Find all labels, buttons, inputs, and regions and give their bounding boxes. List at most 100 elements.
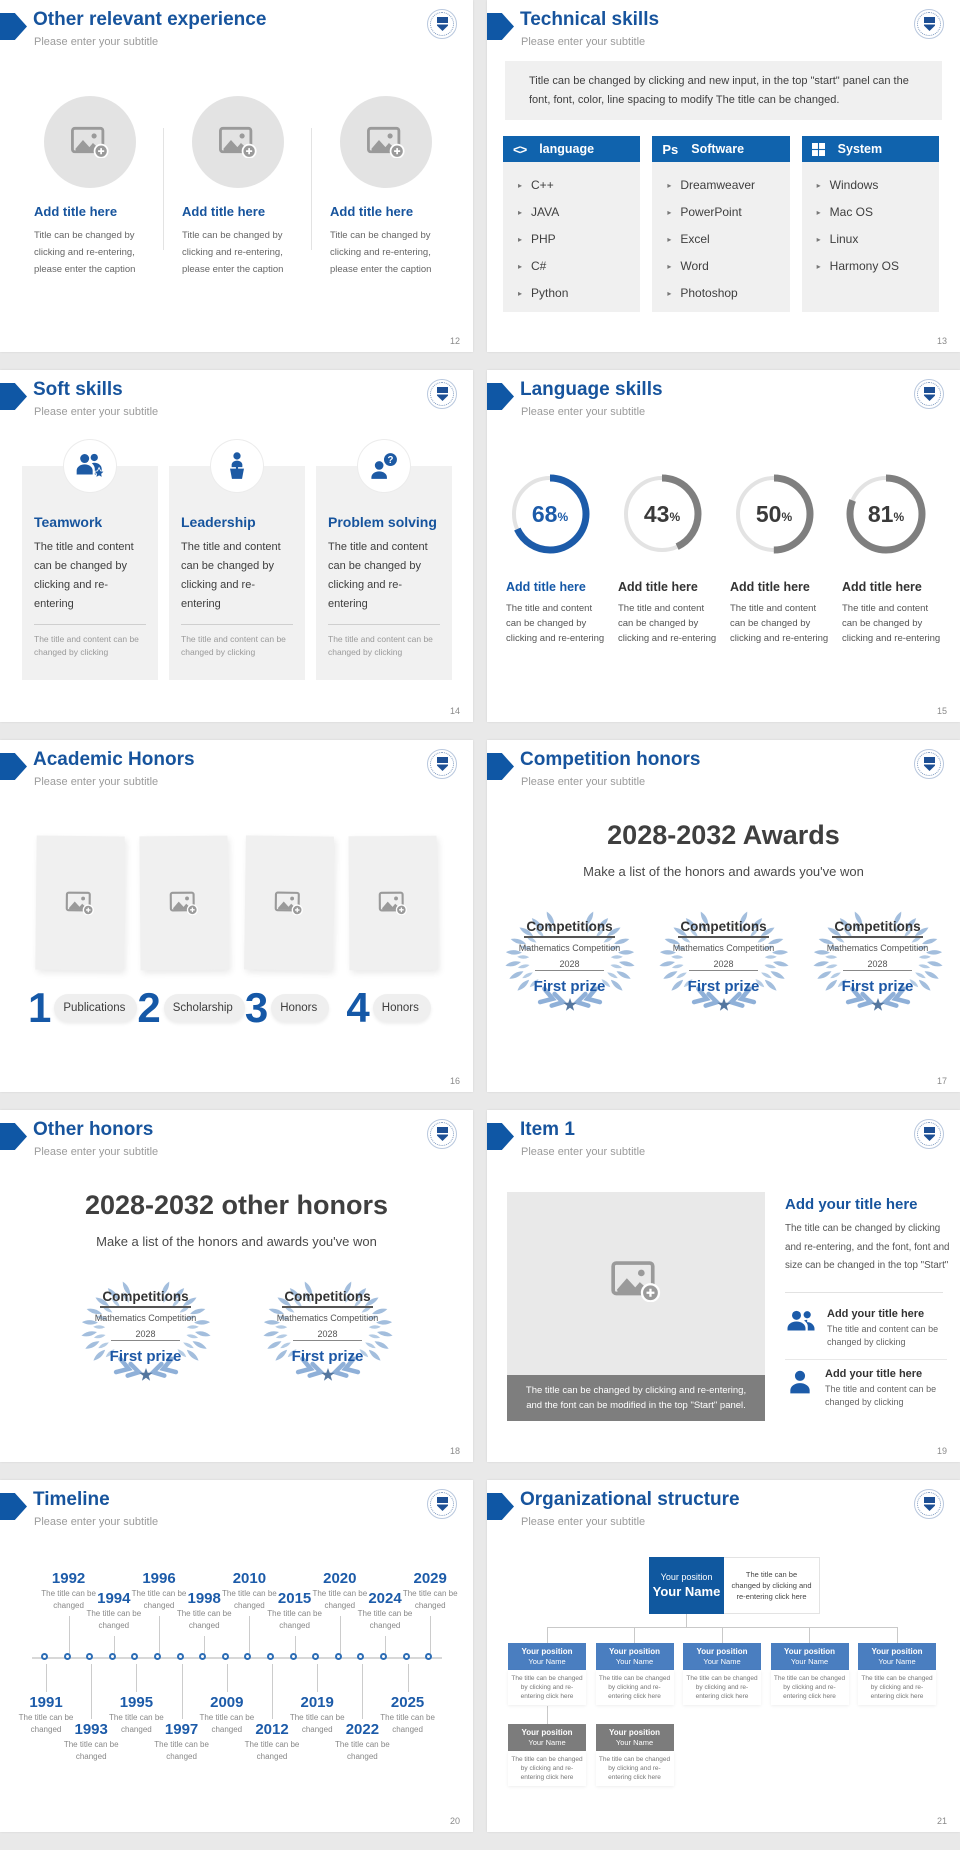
slide-soft-skills[interactable]: Soft skills Please enter your subtitle T… [0, 370, 473, 722]
award-badge[interactable]: Competitions Mathematics Competition 202… [258, 1278, 398, 1390]
slide-language-skills[interactable]: Language skills Please enter your subtit… [487, 370, 960, 722]
org-child-box[interactable]: Your position Your Name The title can be… [858, 1643, 936, 1705]
award-badge[interactable]: Competitions Mathematics Competition 202… [654, 908, 794, 1020]
org-child-box[interactable]: Your position Your Name The title can be… [770, 1643, 849, 1705]
item-title[interactable]: Add title here [182, 204, 266, 219]
org-gray-name: Your Name [615, 1738, 654, 1747]
org-child-box[interactable]: Your position Your Name The title can be… [508, 1643, 586, 1705]
detail-item-title[interactable]: Add your title here [827, 1308, 925, 1320]
timeline-node[interactable] [63, 1653, 71, 1660]
badge-competition: Mathematics Competition [94, 1313, 197, 1323]
timeline-node[interactable] [357, 1653, 365, 1660]
image-placeholder[interactable] [44, 96, 136, 188]
skill-column-body: ▸ C++ ▸ JAVA ▸ PHP ▸ C# ▸ Python [503, 162, 641, 312]
detail-item: Add your title here The title and conten… [785, 1360, 947, 1419]
image-placeholder-card[interactable] [139, 835, 229, 971]
item-caption: Title can be changed by clicking and re-… [330, 230, 432, 275]
timeline-node[interactable] [312, 1653, 320, 1660]
honor-label-pill[interactable]: Publications [54, 994, 138, 1022]
org-child-box[interactable]: Your position Your Name The title can be… [595, 1643, 674, 1705]
experience-item: Add title here Title can be changed by c… [172, 96, 304, 278]
timeline-node[interactable] [244, 1653, 252, 1660]
timeline-note: The title can be changed [109, 1713, 164, 1734]
slide-item-1[interactable]: Item 1 Please enter your subtitle The ti… [487, 1110, 960, 1462]
gauge-title[interactable]: Add title here [730, 580, 810, 594]
timeline-node[interactable] [334, 1653, 342, 1660]
item-title[interactable]: Add title here [330, 204, 414, 219]
slide-academic-honors[interactable]: Academic Honors Please enter your subtit… [0, 740, 473, 1092]
shield-icon [437, 17, 448, 31]
image-placeholder-icon [611, 1260, 661, 1303]
org-gray-box[interactable]: Your position Your Name The title can be… [595, 1724, 674, 1786]
image-placeholder-card[interactable] [35, 835, 125, 971]
honor-label-pill[interactable]: Honors [372, 994, 431, 1022]
university-seal-logo [914, 379, 944, 409]
badge-year: 2028 [111, 1329, 180, 1341]
percent-sign: % [781, 510, 793, 524]
slide-timeline[interactable]: Timeline Please enter your subtitle 1991… [0, 1480, 473, 1832]
note-box: Title can be changed by clicking and new… [505, 61, 942, 120]
slide-other-honors[interactable]: Other honors Please enter your subtitle … [0, 1110, 473, 1462]
slide-organizational-structure[interactable]: Organizational structure Please enter yo… [487, 1480, 960, 1832]
detail-item-title[interactable]: Add your title here [825, 1368, 923, 1380]
image-placeholder[interactable] [507, 1192, 765, 1375]
skill-label: Excel [680, 232, 710, 246]
image-placeholder[interactable] [340, 96, 432, 188]
timeline-node[interactable] [425, 1653, 433, 1660]
timeline-node[interactable] [380, 1653, 387, 1660]
timeline-node[interactable] [289, 1653, 297, 1660]
gauge-title[interactable]: Add title here [618, 580, 698, 594]
gauge-title[interactable]: Add title here [506, 580, 586, 594]
timeline-node[interactable] [154, 1653, 161, 1660]
award-badge[interactable]: Competitions Mathematics Competition 202… [76, 1278, 216, 1390]
language-gauge: 68% Add title here The title and content… [501, 470, 613, 646]
skill-column-header[interactable]: Ps Software [652, 136, 790, 162]
timeline-node[interactable] [108, 1653, 116, 1660]
column-divider [163, 128, 164, 250]
soft-skill-card[interactable]: ? Problem solving The title and content … [316, 440, 452, 680]
timeline-year: 1995 [119, 1694, 154, 1711]
timeline-node[interactable] [86, 1653, 94, 1660]
org-connector [634, 1627, 635, 1643]
timeline-year: 1998 [187, 1590, 221, 1607]
honor-label-pill[interactable]: Honors [271, 994, 330, 1022]
skill-label: PowerPoint [680, 205, 742, 219]
slide-technical-skills[interactable]: Technical skills Please enter your subti… [487, 0, 960, 352]
image-placeholder-card[interactable] [244, 835, 334, 971]
bullet-arrow-icon: ▸ [667, 235, 672, 244]
item-caption: Title can be changed by clicking and re-… [182, 230, 284, 275]
org-gray-box[interactable]: Your position Your Name The title can be… [508, 1724, 586, 1786]
timeline-node[interactable] [41, 1653, 48, 1660]
image-placeholder-card[interactable] [348, 835, 438, 971]
page-number: 18 [449, 1446, 460, 1456]
timeline-node[interactable] [176, 1653, 184, 1660]
skill-column-header[interactable]: <> language [503, 136, 641, 162]
timeline-node[interactable] [402, 1653, 410, 1660]
slide-competition-honors[interactable]: Competition honors Please enter your sub… [487, 740, 960, 1092]
timeline-node[interactable] [199, 1653, 207, 1660]
slide-other-relevant-experience[interactable]: Other relevant experience Please enter y… [0, 0, 473, 352]
skill-column-header[interactable]: System [801, 136, 939, 162]
org-root-box[interactable]: Your position Your Name [649, 1557, 724, 1614]
honor-label-pill[interactable]: Scholarship [163, 994, 245, 1022]
org-connector [896, 1627, 898, 1643]
org-child-box[interactable]: Your position Your Name The title can be… [683, 1643, 761, 1705]
award-badge[interactable]: Competitions Mathematics Competition 202… [500, 908, 640, 1020]
badge-year: 2028 [293, 1329, 362, 1341]
award-badge[interactable]: Competitions Mathematics Competition 202… [808, 908, 948, 1020]
slide-title: Organizational structure [520, 1489, 740, 1510]
item-title[interactable]: Add title here [34, 204, 118, 219]
gauge-title[interactable]: Add title here [842, 580, 922, 594]
shield-icon [924, 757, 935, 771]
timeline-node[interactable] [267, 1653, 274, 1660]
timeline-note: The title can be changed [154, 1740, 209, 1761]
soft-skill-card[interactable]: Leadership The title and content can be … [169, 440, 305, 680]
timeline-entry: 1995 The title can be changed [103, 1694, 169, 1736]
soft-skill-card[interactable]: Teamwork The title and content can be ch… [22, 440, 158, 680]
timeline-node[interactable] [131, 1653, 139, 1660]
slide-subtitle: Please enter your subtitle [521, 36, 646, 48]
section-title[interactable]: Add your title here [785, 1196, 918, 1213]
timeline-node[interactable] [221, 1653, 229, 1660]
image-placeholder[interactable] [192, 96, 284, 188]
